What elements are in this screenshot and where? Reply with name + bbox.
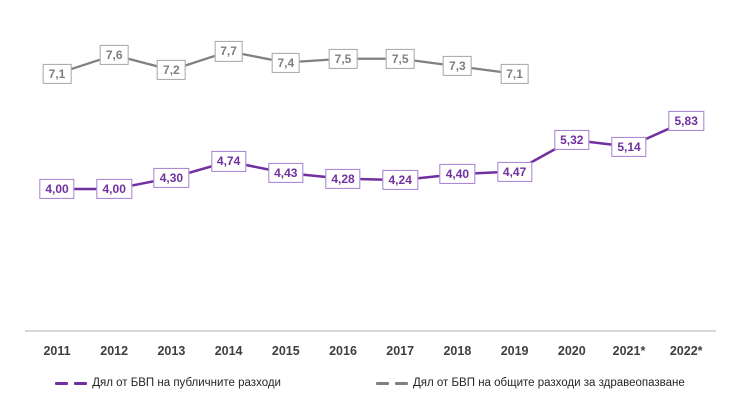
data-label: 4,00 xyxy=(96,178,132,200)
data-label: 4,28 xyxy=(325,168,361,189)
data-label: 4,40 xyxy=(439,164,476,185)
legend: Дял от БВП на публичните разходи Дял от … xyxy=(0,377,740,389)
data-label: 4,43 xyxy=(268,162,304,184)
x-axis-label: 2018 xyxy=(443,344,472,358)
data-label: 4,24 xyxy=(382,169,418,191)
legend-label: Дял от БВП на общите разходи за здравеоп… xyxy=(412,377,685,389)
x-axis-label: 2012 xyxy=(100,344,129,358)
x-axis-label: 2017 xyxy=(386,344,415,358)
data-label: 7,3 xyxy=(443,56,472,77)
legend-item-public-expenditure: Дял от БВП на публичните разходи xyxy=(55,377,281,389)
data-label: 7,5 xyxy=(328,48,358,69)
data-label: 7,1 xyxy=(42,63,72,84)
x-axis-label: 2014 xyxy=(214,344,243,358)
data-label: 5,14 xyxy=(611,136,647,157)
data-label: 7,2 xyxy=(157,59,186,81)
data-label: 4,00 xyxy=(39,178,75,200)
legend-label: Дял от БВП на публичните разходи xyxy=(92,377,281,389)
legend-item-total-health-expenditure: Дял от БВП на общите разходи за здравеоп… xyxy=(375,377,685,389)
x-axis-label: 2011 xyxy=(43,344,71,358)
x-axis-label: 2021* xyxy=(612,344,646,358)
x-axis-label: 2019 xyxy=(500,344,529,358)
legend-dash-icon xyxy=(74,381,88,385)
legend-dash-icon xyxy=(55,381,69,385)
data-label: 5,32 xyxy=(554,129,590,150)
data-label: 5,83 xyxy=(668,110,704,132)
data-label: 7,6 xyxy=(99,44,129,66)
data-label: 7,4 xyxy=(271,52,301,73)
legend-dash-icon xyxy=(394,381,408,385)
data-label: 4,30 xyxy=(153,167,190,188)
x-axis-label: 2013 xyxy=(157,344,186,358)
x-axis-line xyxy=(25,330,716,332)
x-axis-label: 2022* xyxy=(669,344,703,358)
data-label: 7,5 xyxy=(385,48,415,69)
data-label: 7,1 xyxy=(500,63,529,84)
data-label: 7,7 xyxy=(214,41,243,62)
data-label: 4,47 xyxy=(496,161,533,182)
public-expenditure-line xyxy=(57,119,687,191)
x-axis-label: 2016 xyxy=(329,344,357,358)
data-label: 4,74 xyxy=(210,151,247,172)
legend-dash-icon xyxy=(375,381,389,385)
x-axis-label: 2015 xyxy=(271,344,300,358)
x-axis-label: 2020 xyxy=(557,344,586,358)
